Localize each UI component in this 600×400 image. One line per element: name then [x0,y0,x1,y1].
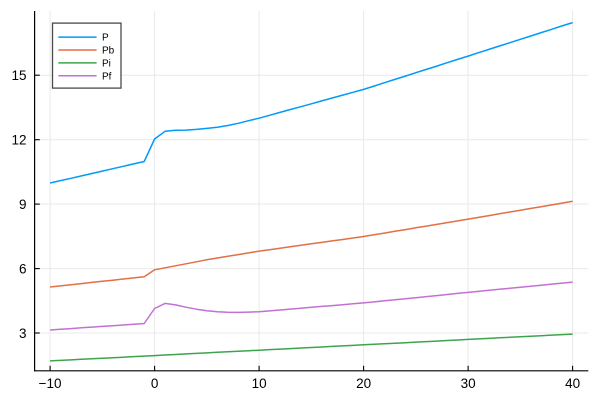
svg-text:Pb: Pb [102,46,115,57]
svg-text:12: 12 [11,133,26,148]
svg-text:0: 0 [151,376,159,391]
svg-text:9: 9 [19,197,27,212]
svg-text:30: 30 [461,376,476,391]
svg-text:6: 6 [19,262,27,277]
svg-text:40: 40 [565,376,580,391]
svg-text:10: 10 [252,376,267,391]
svg-text:3: 3 [19,326,27,341]
svg-text:Pf: Pf [102,71,112,82]
svg-text:20: 20 [356,376,371,391]
svg-text:−10: −10 [39,376,62,391]
svg-text:P: P [102,33,109,44]
svg-text:Pi: Pi [102,59,111,70]
svg-text:15: 15 [11,68,26,83]
